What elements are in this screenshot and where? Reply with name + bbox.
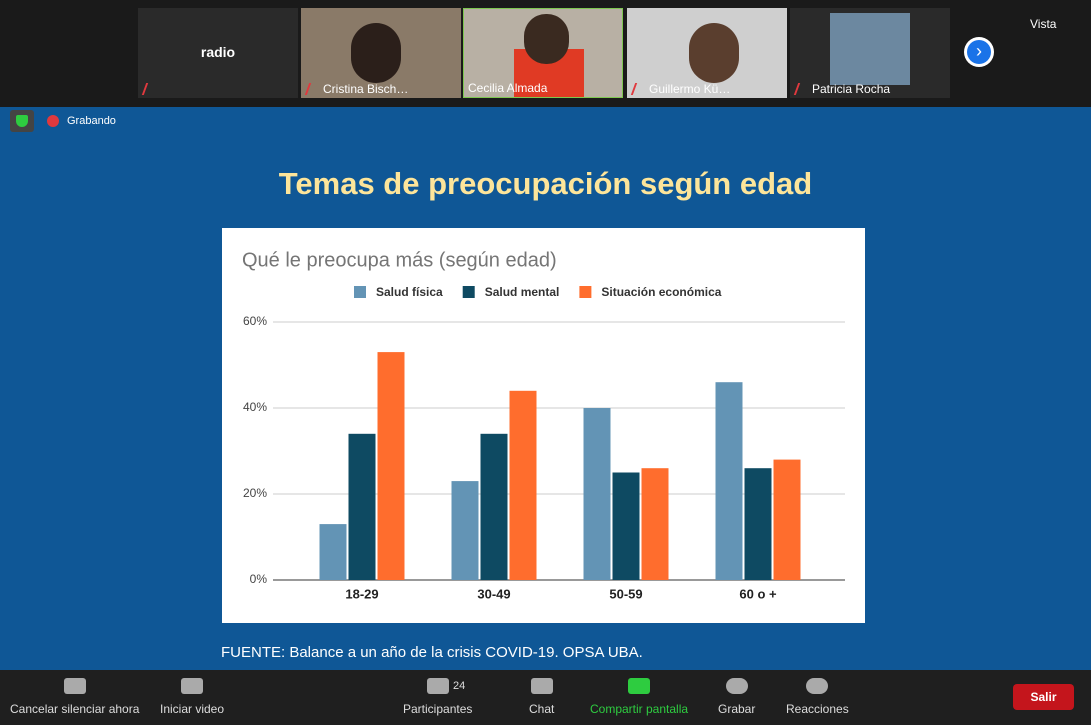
chat-button[interactable]: Chat [529,676,554,716]
y-tick-label: 40% [243,400,267,414]
bar [319,524,347,580]
bar [348,433,376,580]
bar [612,472,640,580]
people-icon [426,678,449,694]
record-dot [47,115,59,127]
security-icon[interactable] [10,110,34,132]
x-tick-label: 50-59 [609,586,642,601]
toolbar-label: Compartir pantalla [590,702,689,716]
participant-name: radio [200,44,236,60]
mic-icon [63,678,86,694]
x-tick-label: 30-49 [477,586,510,601]
bar [583,408,611,580]
participant-tile[interactable]: Cristina Bisch… [301,8,461,98]
participant-name: Cecilia Almada [468,81,548,95]
bar [744,468,772,580]
mute-icon [630,83,648,95]
participant-count: 24 [453,680,466,692]
next-button[interactable]: › [964,37,994,67]
camera-icon [181,678,204,694]
record-icon [725,678,748,694]
x-tick-label: 60 o + [739,586,777,601]
legend-label: Salud mental [485,285,560,299]
bar [641,468,669,580]
video-person [351,23,401,83]
y-tick-label: 0% [250,572,268,586]
x-tick-label: 18-29 [345,586,378,601]
bar [377,352,405,580]
source-note: FUENTE: Balance a un año de la crisis CO… [221,644,643,661]
video-person [689,23,739,83]
video-person [830,13,910,85]
participants-button[interactable]: Participantes [403,676,472,716]
video-person [524,14,569,64]
participant-tile[interactable]: radio [138,8,298,98]
toolbar-label: Reacciones [786,702,849,716]
bar [773,459,801,580]
leave-button[interactable]: Salir [1013,684,1074,710]
participant-name: Patricia Rocha [812,82,891,96]
mute-icon [141,83,159,95]
participant-tile[interactable]: Patricia Rocha [790,8,950,98]
toolbar-label: Grabar [718,702,756,716]
legend-label: Situación económica [601,285,721,299]
bar [451,481,479,580]
share-button[interactable]: Compartir pantalla [590,676,688,716]
participant-name: Cristina Bisch… [323,82,409,96]
recording-label: Grabando [67,115,116,127]
legend-swatch [579,286,592,298]
bar [715,382,743,580]
view-button[interactable]: Vista [1030,17,1057,31]
emoji-icon [806,678,829,694]
video-button[interactable]: Iniciar video [160,676,224,716]
mute-icon [304,83,322,95]
legend-label: Salud física [376,285,443,299]
chat-icon [530,678,553,694]
legend-swatch [462,286,475,298]
bar [509,390,537,580]
share-icon [628,678,651,694]
toolbar-label: Participantes [403,702,473,716]
y-tick-label: 60% [243,314,267,328]
mute-icon [793,83,811,95]
record-button[interactable]: Grabar [718,676,755,716]
y-tick-label: 20% [243,486,267,500]
chart-title: Qué le preocupa más (según edad) [242,249,557,271]
bar [480,433,508,580]
legend-swatch [354,286,366,298]
mute-button[interactable]: Cancelar silenciar ahora [10,676,139,716]
toolbar-label: Chat [529,702,555,716]
slide-title: Temas de preocupación según edad [278,166,813,201]
toolbar-label: Iniciar video [160,702,225,716]
toolbar-label: Cancelar silenciar ahora [10,702,140,716]
chart: Qué le preocupa más (según edad) 0% 20% 40… [222,228,865,623]
participant-tile[interactable]: Cecilia Almada [463,8,623,98]
participant-name: Guillermo Kü… [649,82,731,96]
reactions-button[interactable]: Reacciones [786,676,849,716]
participant-tile[interactable]: Guillermo Kü… [627,8,787,98]
